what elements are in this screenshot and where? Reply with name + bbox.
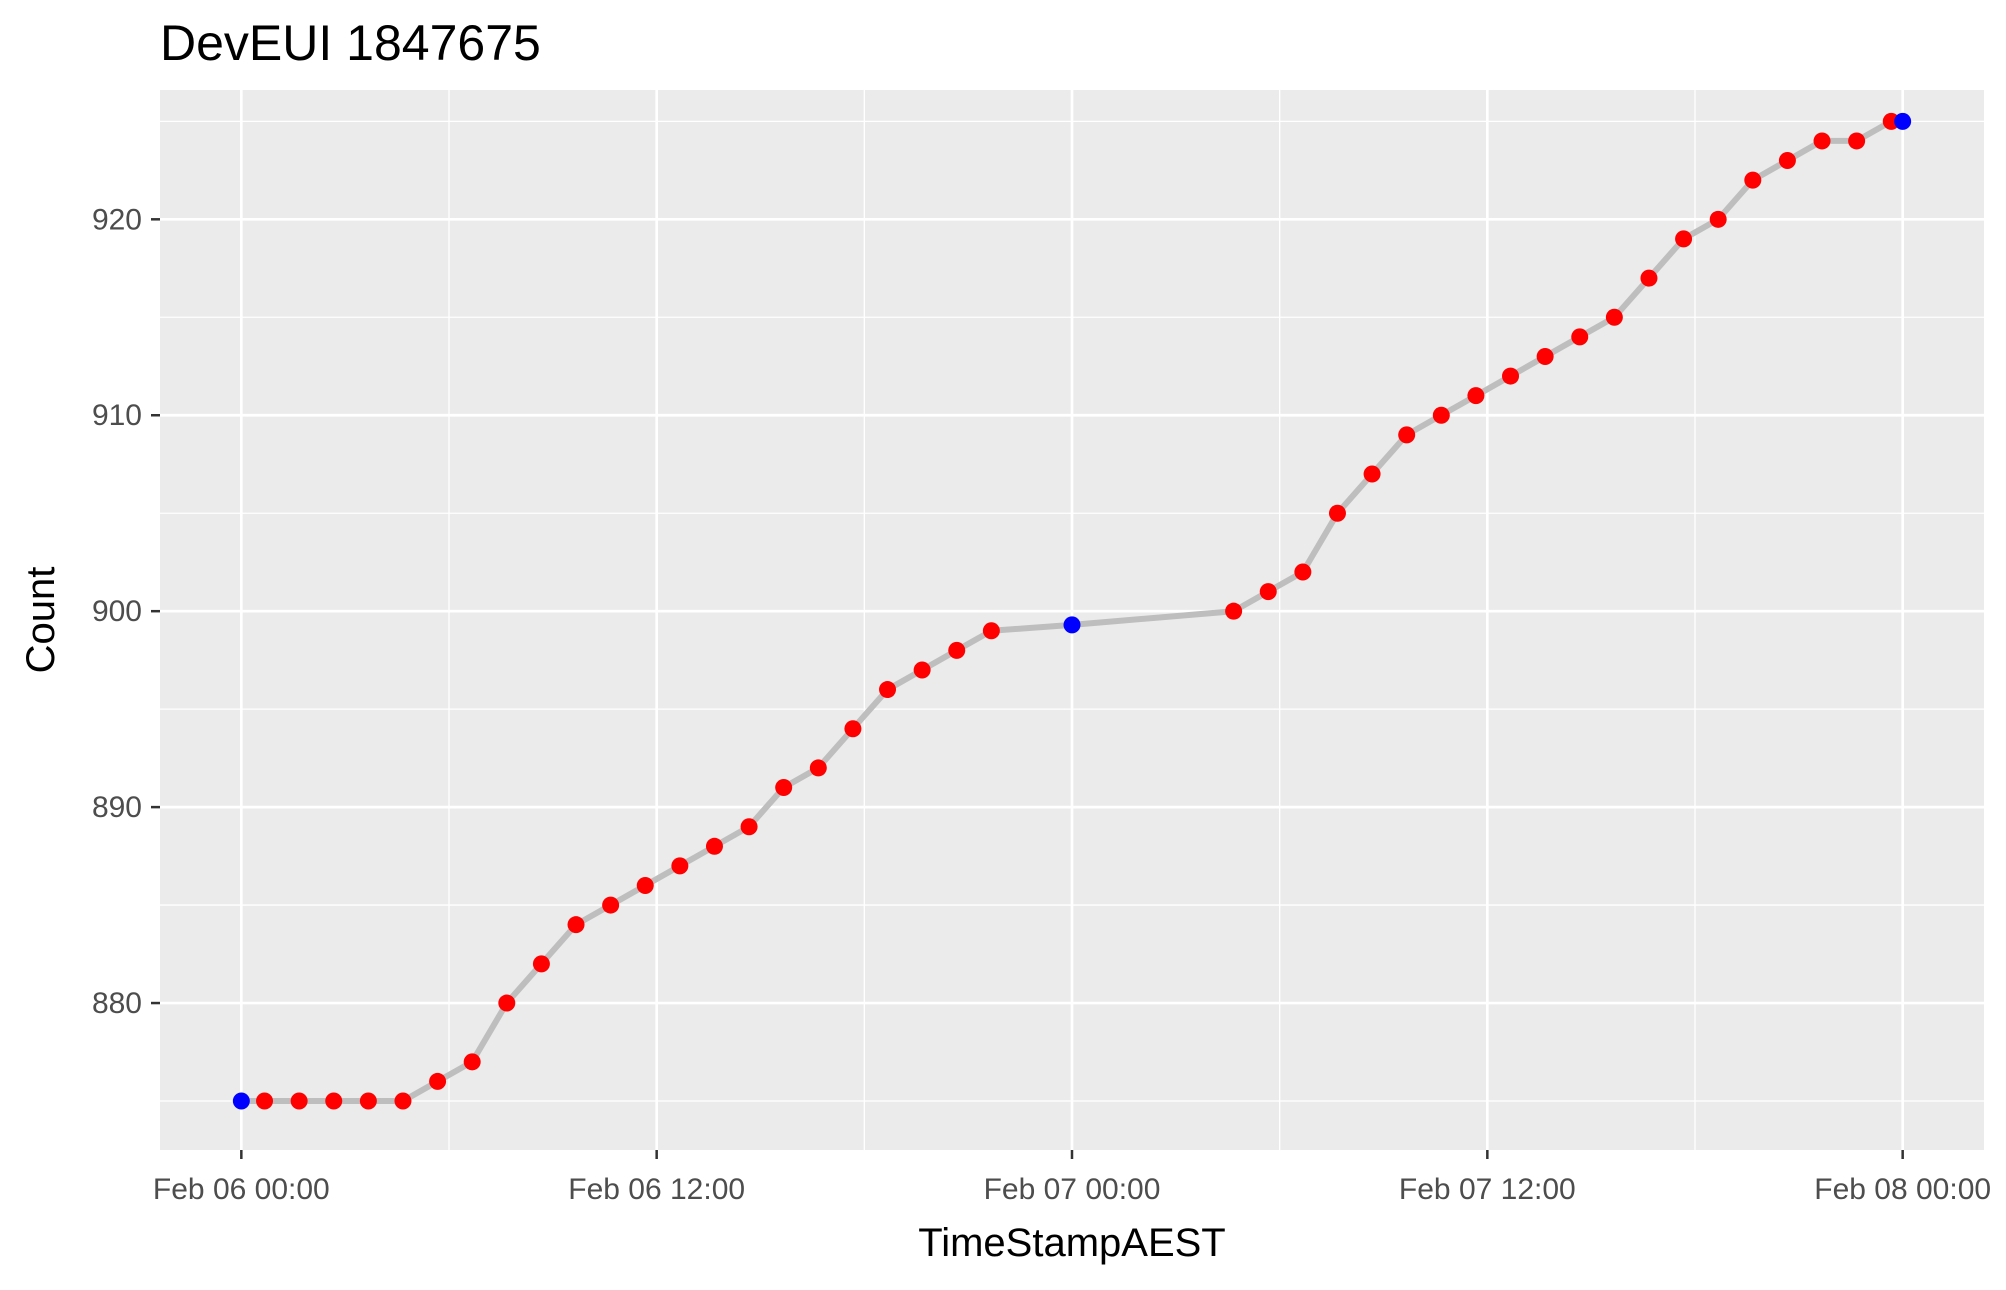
y-axis-title: Count: [19, 567, 63, 674]
data-point: [359, 1092, 377, 1110]
x-tick-label: Feb 06 12:00: [568, 1173, 745, 1206]
x-tick-label: Feb 07 12:00: [1399, 1173, 1576, 1206]
data-point: [1571, 328, 1589, 346]
data-point: [1467, 387, 1485, 405]
data-point: [325, 1092, 343, 1110]
data-point: [740, 818, 758, 836]
x-axis: Feb 06 00:00 Feb 06 12:00 Feb 07 00:00 Feb …: [153, 1150, 1991, 1206]
data-point: [394, 1092, 412, 1110]
data-point: [1778, 152, 1796, 170]
data-point: [567, 916, 585, 934]
y-tick-label: 890: [92, 791, 142, 824]
data-point: [290, 1092, 308, 1110]
data-point: [775, 779, 793, 797]
y-tick-label: 880: [92, 987, 142, 1020]
data-point: [1328, 504, 1346, 522]
data-point: [844, 720, 862, 738]
data-point: [1294, 563, 1312, 581]
data-point: [636, 876, 654, 894]
data-point: [1363, 465, 1381, 483]
x-tick-label: Feb 07 00:00: [984, 1173, 1161, 1206]
data-point: [879, 681, 897, 699]
x-axis-title: TimeStampAEST: [918, 1221, 1225, 1265]
data-point: [429, 1072, 447, 1090]
data-point: [532, 955, 550, 973]
data-point: [809, 759, 827, 777]
data-point: [498, 994, 516, 1012]
y-tick-label: 900: [92, 595, 142, 628]
data-point: [463, 1053, 481, 1071]
data-point: [1225, 602, 1243, 620]
data-point: [602, 896, 620, 914]
data-point: [1536, 347, 1554, 365]
highlight-point: [1894, 112, 1912, 130]
data-point: [1605, 308, 1623, 326]
data-point: [1502, 367, 1520, 385]
y-tick-label: 920: [92, 203, 142, 236]
data-point: [1675, 230, 1693, 248]
data-point: [705, 837, 723, 855]
x-tick-label: Feb 08 00:00: [1814, 1173, 1991, 1206]
data-points: [232, 112, 1912, 1110]
x-tick-label: Feb 06 00:00: [153, 1173, 330, 1206]
major-gridlines: [160, 90, 1984, 1150]
chart-title: DevEUI 1847675: [160, 15, 541, 71]
y-axis: 880 890 900 910 920: [92, 203, 160, 1020]
data-point: [1744, 171, 1762, 189]
data-point: [1640, 269, 1658, 287]
data-point: [1259, 583, 1277, 601]
y-tick-label: 910: [92, 399, 142, 432]
data-point: [256, 1092, 274, 1110]
data-point: [1813, 132, 1831, 150]
data-point: [948, 641, 966, 659]
data-point: [1709, 210, 1727, 228]
data-point: [1848, 132, 1866, 150]
data-point: [1432, 406, 1450, 424]
data-point: [1398, 426, 1416, 444]
highlight-point: [1063, 616, 1081, 634]
data-point: [671, 857, 689, 875]
data-point: [982, 622, 1000, 640]
data-point: [913, 661, 931, 679]
highlight-point: [232, 1092, 250, 1110]
